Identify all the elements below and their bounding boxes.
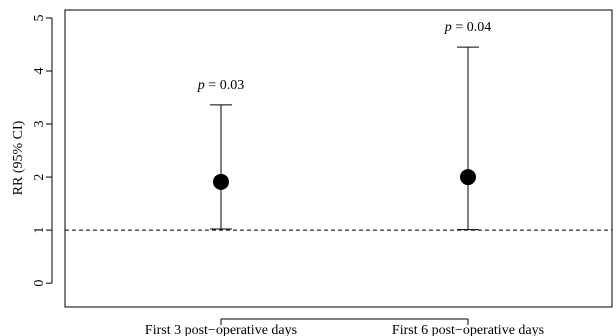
p-value-label: p = 0.03 [197, 78, 244, 93]
y-tick-label: 1 [32, 227, 47, 234]
y-tick-label: 4 [32, 67, 47, 74]
p-value-text: = 0.04 [452, 20, 491, 35]
y-tick-label: 3 [32, 121, 47, 128]
p-value-label: p = 0.04 [444, 20, 491, 35]
p-value-text: = 0.03 [205, 78, 244, 93]
x-axis: First 3 post−operative days First 6 post−… [145, 318, 544, 336]
x-tick-label: First 3 post−operative days [145, 323, 297, 336]
y-axis: 0 1 2 3 4 5 [32, 14, 53, 287]
rr-point [213, 173, 229, 190]
p-symbol: p [444, 20, 452, 35]
y-axis-label: RR (95% CI) [11, 120, 26, 195]
y-tick-label: 5 [32, 14, 47, 21]
y-tick-label: 0 [32, 280, 47, 287]
y-tick-label: 2 [32, 174, 47, 181]
x-tick-label: First 6 post−operative days [392, 323, 544, 336]
series: p = 0.03p = 0.04 [197, 20, 491, 231]
plot-frame [64, 9, 613, 308]
rr-point [460, 169, 476, 186]
p-symbol: p [197, 78, 205, 93]
